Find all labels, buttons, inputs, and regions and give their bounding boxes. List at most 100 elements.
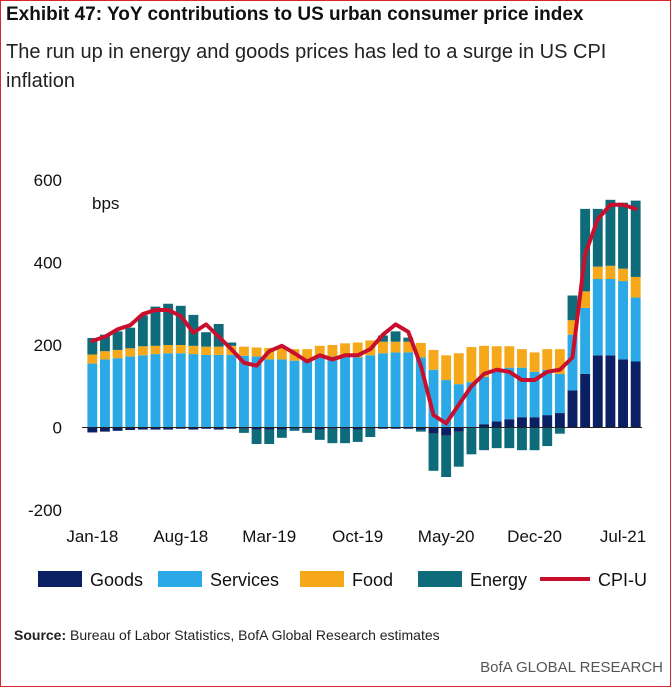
bar-food-Oct-20: [504, 346, 515, 368]
bar-energy-Jun-18: [150, 306, 161, 346]
bar-services-Apr-18: [125, 356, 136, 428]
bar-services-Jul-19: [314, 357, 325, 428]
bar-food-Apr-18: [125, 348, 136, 357]
bar-energy-May-20: [441, 435, 452, 477]
bar-goods-May-21: [592, 355, 603, 428]
y-tick-label: 0: [53, 419, 62, 438]
bar-services-Jul-21: [618, 281, 628, 360]
bar-services-May-18: [137, 355, 148, 428]
bar-services-Jan-19: [239, 355, 249, 428]
bar-energy-Sep-20: [491, 427, 502, 449]
x-tick-label: Dec-20: [507, 527, 562, 546]
bar-services-May-21: [592, 279, 603, 356]
bar-goods-Aug-21: [630, 361, 641, 428]
bar-goods-Mar-18: [112, 427, 123, 431]
bar-energy-Jun-21: [605, 199, 616, 266]
bar-services-Jul-18: [163, 353, 174, 428]
bar-services-Jun-19: [302, 360, 313, 428]
y-tick-label: 600: [34, 171, 62, 190]
bar-goods-Sep-19: [340, 427, 350, 429]
bar-goods-Apr-21: [580, 373, 591, 428]
bar-energy-Apr-18: [125, 327, 136, 349]
axes-layer: -200 0 200 400 600 Jan-18 Aug-18 Mar-19 Oct-19 Ma…: [28, 171, 646, 546]
bar-goods-Feb-20: [403, 427, 414, 429]
bar-food-Feb-18: [100, 351, 110, 360]
bar-services-Sep-18: [188, 354, 199, 428]
bar-goods-Jun-19: [302, 427, 313, 429]
bar-goods-May-20: [441, 427, 452, 436]
legend: Goods Services Food Energy CPI-U: [38, 570, 647, 590]
bar-services-Sep-19: [340, 356, 350, 428]
y-tick-label: 200: [34, 336, 62, 355]
bar-services-Oct-20: [504, 367, 515, 420]
bar-services-Jan-18: [87, 363, 98, 428]
bar-services-Feb-19: [251, 356, 262, 428]
bar-energy-Mar-20: [415, 429, 426, 432]
bar-food-Apr-19: [276, 347, 287, 360]
bar-food-Dec-19: [378, 341, 388, 354]
bar-food-Jul-19: [314, 345, 325, 358]
bar-energy-Mar-21: [567, 295, 578, 321]
bar-energy-Feb-18: [100, 334, 110, 352]
bar-goods-Dec-19: [378, 427, 388, 429]
bar-goods-Oct-20: [504, 419, 515, 428]
bar-energy-Jan-20: [390, 331, 401, 342]
bar-goods-Apr-20: [428, 427, 439, 434]
bar-energy-Oct-18: [201, 332, 211, 347]
bar-services-Feb-21: [554, 373, 565, 414]
bar-food-May-20: [441, 355, 452, 381]
bar-food-Jun-20: [453, 353, 464, 385]
bar-energy-Apr-20: [428, 433, 439, 471]
bar-energy-Feb-19: [251, 429, 262, 444]
bar-energy-Dec-20: [529, 427, 540, 451]
bar-energy-Jul-20: [466, 427, 477, 455]
bar-goods-Dec-18: [226, 427, 237, 429]
bar-goods-Oct-19: [352, 427, 363, 430]
bar-services-Jul-20: [466, 382, 477, 428]
bar-services-Nov-20: [517, 367, 527, 418]
legend-label-energy: Energy: [470, 570, 527, 590]
bar-energy-May-18: [137, 315, 148, 347]
bar-services-Sep-20: [491, 371, 502, 422]
bar-energy-Feb-20: [403, 337, 414, 342]
bar-energy-Oct-20: [504, 427, 515, 449]
bar-goods-Jul-19: [314, 427, 325, 430]
bar-goods-Apr-18: [125, 427, 136, 430]
bar-food-Feb-20: [403, 341, 414, 353]
bar-services-Jun-21: [605, 279, 616, 356]
bar-energy-Dec-19: [378, 335, 388, 342]
bar-food-May-18: [137, 346, 148, 356]
bar-services-Jan-21: [542, 369, 553, 416]
bar-energy-Jan-18: [87, 337, 98, 355]
bar-energy-Jan-21: [542, 427, 553, 447]
x-tick-label: Oct-19: [332, 527, 383, 546]
bar-energy-Jul-19: [314, 429, 325, 440]
bar-goods-Mar-20: [415, 427, 426, 430]
bar-food-Mar-18: [112, 349, 123, 359]
bar-food-Sep-19: [340, 343, 350, 357]
bar-energy-Jul-21: [618, 202, 628, 269]
bar-food-Jan-20: [390, 341, 401, 353]
bar-energy-Jul-18: [163, 303, 174, 345]
bar-food-Jul-20: [466, 347, 477, 383]
legend-label-goods: Goods: [90, 570, 143, 590]
legend-swatch-services: [158, 571, 202, 587]
brand-footer: BofA GLOBAL RESEARCH: [480, 659, 663, 676]
bar-services-Oct-19: [352, 357, 363, 428]
bar-goods-Oct-18: [201, 427, 211, 429]
bar-energy-Jun-20: [453, 431, 464, 467]
bar-goods-Dec-20: [529, 417, 540, 428]
bar-services-Aug-20: [479, 376, 489, 425]
bar-goods-Jan-18: [87, 427, 98, 433]
bar-food-Jul-21: [618, 268, 628, 282]
bar-goods-Jan-21: [542, 415, 553, 428]
bar-services-Dec-18: [226, 354, 237, 428]
bar-services-Feb-18: [100, 359, 110, 428]
bar-goods-Sep-18: [188, 427, 199, 430]
bars-layer: [87, 199, 641, 477]
bar-goods-Sep-20: [491, 421, 502, 428]
bar-food-Mar-20: [415, 342, 426, 358]
bar-food-Apr-21: [580, 291, 591, 308]
bar-food-Dec-20: [529, 352, 540, 372]
bar-goods-Feb-21: [554, 413, 565, 428]
